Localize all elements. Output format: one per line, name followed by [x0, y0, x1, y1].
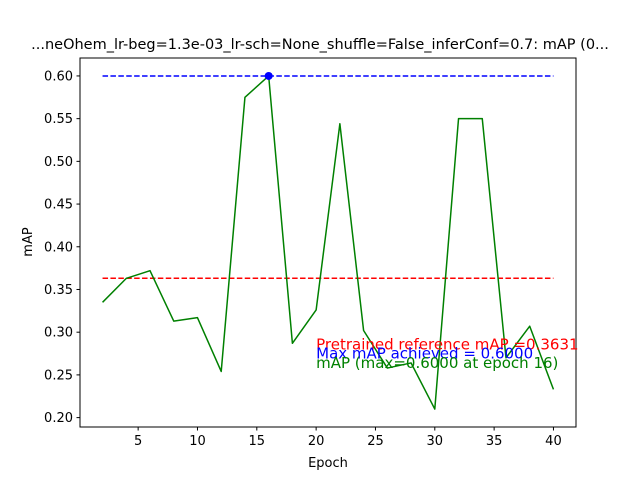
y-tick-label: 0.50 [44, 155, 73, 170]
plot-frame [79, 57, 577, 428]
x-tick-label: 10 [189, 434, 206, 449]
y-tick-label: 0.60 [44, 69, 73, 84]
pretrained-reference-label: Pretrained reference mAP =0.3631 [316, 336, 578, 354]
y-tick-label: 0.25 [44, 368, 73, 383]
y-tick-label: 0.30 [44, 326, 73, 341]
y-tick-label: 0.20 [44, 411, 73, 426]
y-tick-label: 0.45 [44, 198, 73, 213]
chart-title: ...neOhem_lr-beg=1.3e-03_lr-sch=None_shu… [31, 37, 609, 53]
x-tick-label: 40 [545, 434, 562, 449]
plot-content [102, 71, 555, 410]
y-tick-label: 0.40 [44, 240, 73, 255]
max-map-marker [264, 71, 273, 80]
x-tick-label: 25 [367, 434, 384, 449]
x-tick-label: 15 [249, 434, 266, 449]
x-axis-ticks: 5 10 15 20 25 30 35 40 [134, 427, 562, 449]
map-series-line [102, 75, 555, 410]
x-tick-label: 30 [427, 434, 444, 449]
y-tick-label: 0.55 [44, 112, 73, 127]
series-legend-label: mAP (max=0.6000 at epoch 16) [316, 354, 558, 372]
x-tick-label: 35 [486, 434, 503, 449]
max-map-label: Max mAP achieved = 0.6000 [316, 345, 533, 363]
x-tick-label: 5 [134, 434, 142, 449]
x-tick-label: 20 [308, 434, 325, 449]
y-axis-ticks: 0.20 0.25 0.30 0.35 0.40 0.45 0.50 0.55 0.60 [44, 69, 80, 426]
y-axis-label: mAP [21, 227, 36, 257]
x-axis-label: Epoch [308, 456, 348, 471]
y-tick-label: 0.35 [44, 283, 73, 298]
